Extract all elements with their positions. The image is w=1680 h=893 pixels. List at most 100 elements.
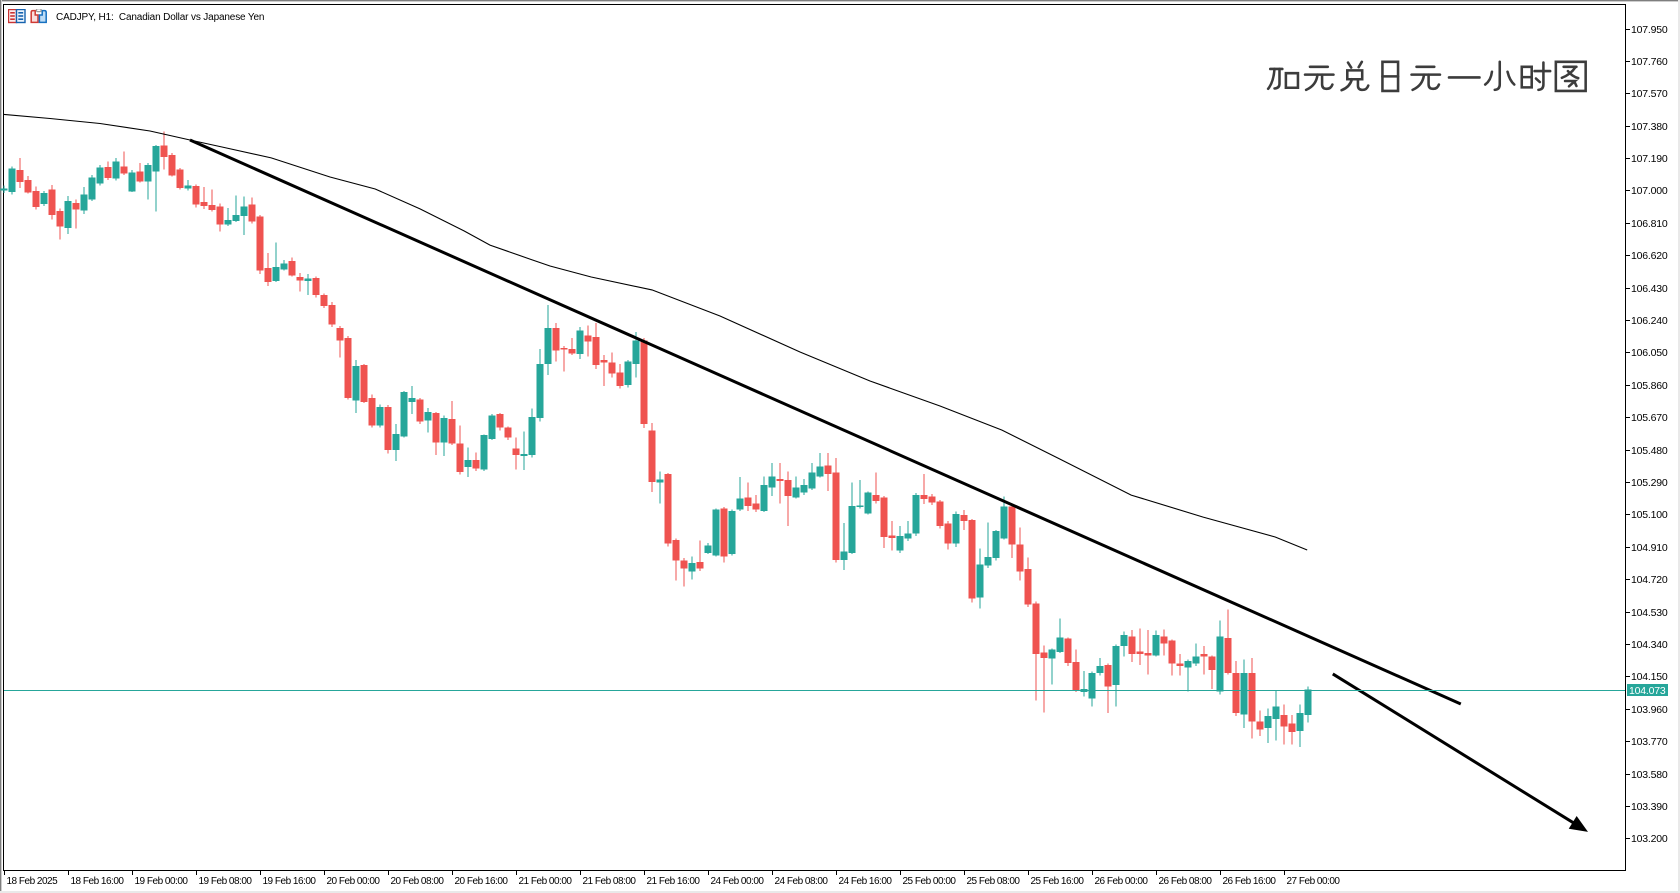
- time-axis-label: 21 Feb 16:00: [647, 876, 701, 887]
- header-icons: [7, 8, 48, 24]
- candle: [1152, 630, 1160, 657]
- candle: [1208, 655, 1216, 689]
- candle: [208, 189, 216, 212]
- candle: [1288, 714, 1296, 745]
- candle: [1072, 649, 1080, 693]
- chart-frame: [3, 4, 1626, 871]
- candle: [1048, 648, 1056, 685]
- candle: [248, 197, 256, 224]
- price-axis-label: 107.760: [1631, 56, 1668, 68]
- price-axis[interactable]: 107.950 107.760 107.570 107.380 107.190 107.0…: [1626, 24, 1668, 845]
- candle: [504, 426, 512, 440]
- candle: [232, 195, 240, 223]
- price-axis-label: 103.200: [1631, 833, 1668, 845]
- candle: [528, 408, 536, 458]
- arrow-annotation[interactable]: [1332, 672, 1588, 832]
- candle: [608, 352, 616, 378]
- candle: [472, 452, 480, 471]
- candle: [856, 480, 864, 509]
- candle: [448, 400, 456, 445]
- candle: [96, 164, 104, 186]
- price-axis-label: 103.390: [1631, 801, 1668, 813]
- price-axis-label: 104.910: [1631, 542, 1668, 554]
- candle: [784, 471, 792, 526]
- candle: [56, 208, 64, 240]
- depth-of-market-icon[interactable]: [7, 8, 26, 24]
- time-axis-label: 25 Feb 16:00: [1031, 876, 1085, 887]
- candle: [592, 323, 600, 369]
- price-axis-label: 107.000: [1631, 185, 1668, 197]
- candle: [952, 511, 960, 548]
- moving-average-line[interactable]: [3, 113, 1308, 551]
- candle: [520, 431, 528, 470]
- candle: [1064, 637, 1072, 666]
- candle: [552, 323, 560, 362]
- candle: [800, 478, 808, 495]
- candle: [128, 169, 136, 193]
- candle: [328, 302, 336, 327]
- candle: [1304, 686, 1312, 723]
- chart-title-annotation[interactable]: [1266, 58, 1596, 98]
- time-axis-label: 19 Feb 16:00: [263, 876, 317, 887]
- candle: [272, 242, 280, 283]
- candle: [352, 360, 360, 414]
- candle: [408, 385, 416, 415]
- trendline-annotation[interactable]: [189, 138, 1462, 706]
- candle: [200, 187, 208, 209]
- candle: [456, 425, 464, 475]
- candle: [416, 398, 424, 425]
- candle: [320, 293, 328, 309]
- time-axis-label: 26 Feb 00:00: [1095, 876, 1149, 887]
- candle: [560, 346, 568, 372]
- one-click-trading-icon[interactable]: [30, 8, 47, 24]
- candle: [768, 462, 776, 497]
- candle: [1216, 620, 1224, 695]
- candle: [1280, 704, 1288, 745]
- time-axis-label: 24 Feb 00:00: [711, 876, 765, 887]
- candle: [1296, 704, 1304, 747]
- candle: [992, 529, 1000, 561]
- title-glyph: [1410, 65, 1442, 92]
- price-axis-label: 107.380: [1631, 121, 1668, 133]
- candle: [32, 186, 40, 210]
- time-axis-label: 24 Feb 08:00: [775, 876, 829, 887]
- candle: [656, 471, 664, 504]
- candle: [1120, 631, 1128, 657]
- candle: [776, 462, 784, 504]
- price-axis-label: 106.240: [1631, 315, 1668, 327]
- candle: [880, 496, 888, 548]
- candle: [40, 190, 48, 207]
- candles-series: [0, 131, 1312, 747]
- title-glyph: [1266, 67, 1300, 91]
- time-axis[interactable]: 18 Feb 2025 18 Feb 16:00 19 Feb 00:00 19 Fe…: [4, 871, 1341, 887]
- price-axis-label: 105.480: [1631, 445, 1668, 457]
- arrow-head: [1568, 815, 1588, 832]
- time-axis-label: 19 Feb 08:00: [199, 876, 253, 887]
- candle: [736, 477, 744, 511]
- price-axis-label: 107.950: [1631, 24, 1668, 36]
- candle: [176, 168, 184, 190]
- price-axis-label: 107.190: [1631, 153, 1668, 165]
- candle: [920, 473, 928, 504]
- time-axis-label: 19 Feb 00:00: [135, 876, 189, 887]
- candle: [16, 158, 24, 188]
- candle: [976, 548, 984, 609]
- candle: [1200, 645, 1208, 675]
- candle: [400, 390, 408, 438]
- current-price-value: 104.073: [1629, 685, 1666, 697]
- candle: [1272, 690, 1280, 741]
- candle: [1000, 496, 1008, 540]
- candle: [240, 196, 248, 235]
- candle: [696, 540, 704, 571]
- candle: [616, 363, 624, 389]
- candle: [1024, 557, 1032, 608]
- time-axis-label: 20 Feb 00:00: [327, 876, 381, 887]
- candle: [1128, 629, 1136, 663]
- candle: [304, 274, 312, 296]
- candle: [1184, 659, 1192, 692]
- candle: [0, 185, 8, 194]
- window-border-top-inner: [0, 1, 1680, 2]
- window-border-left-inner: [1, 0, 2, 893]
- candle: [888, 521, 896, 551]
